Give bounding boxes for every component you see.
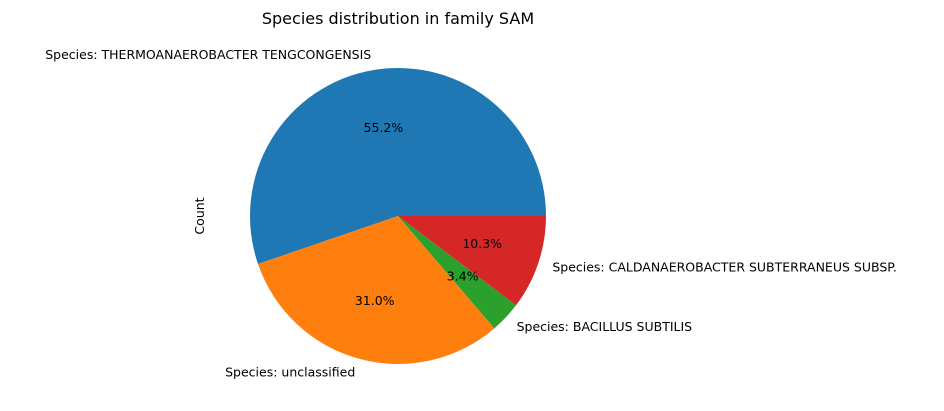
slice-label-2: Species: unclassified	[225, 365, 355, 380]
y-axis-label: Count	[192, 197, 207, 234]
slice-label-1: Species: THERMOANAEROBACTER TENGCONGENSI…	[45, 47, 371, 62]
slice-percent-1: 55.2%	[364, 120, 404, 135]
slice-label-3: Species: BACILLUS SUBTILIS	[517, 319, 693, 334]
pie-labels: Species: THERMOANAEROBACTER TENGCONGENSI…	[45, 47, 897, 380]
pie-slice-1	[250, 67, 546, 264]
slice-percent-3: 3.4%	[447, 268, 479, 283]
slice-percent-4: 10.3%	[462, 236, 502, 251]
slice-label-4: Species: CALDANAEROBACTER SUBTERRANEUS S…	[552, 259, 897, 274]
pie-slice-2	[258, 216, 495, 364]
chart-title: Species distribution in family SAM	[262, 9, 534, 28]
slice-percent-2: 31.0%	[355, 293, 395, 308]
pie-slice-4	[398, 216, 546, 306]
pie-slice-3	[398, 216, 517, 329]
pie-slices	[250, 67, 546, 364]
